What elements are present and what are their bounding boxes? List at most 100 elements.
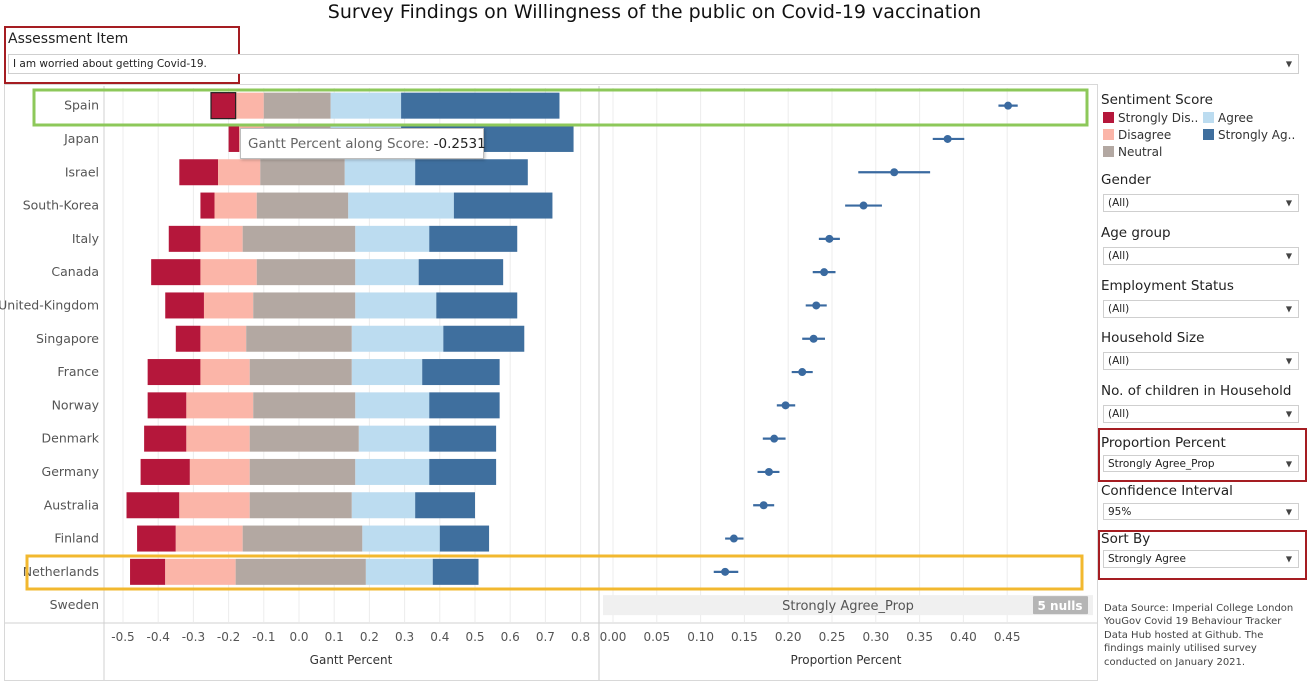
bar-segment [351,492,416,519]
bar-segment [355,292,437,319]
proportion-tick-label: 0.05 [643,630,670,644]
gantt-tick-label: 0.5 [465,630,484,644]
bar-segment [263,92,331,119]
bar-segment [179,159,219,186]
legend-label: Neutral [1118,145,1163,159]
filter-employment-label: Employment Status [1101,278,1234,294]
filter-sort-dropdown[interactable]: Strongly Agree ▼ [1103,550,1299,568]
bar-segment [348,192,454,219]
data-point [820,268,829,277]
chevron-down-icon: ▼ [1285,409,1292,419]
legend-item-disagree[interactable]: Disagree [1103,128,1171,142]
bar-segment [175,325,201,352]
filter-proportion-value: Strongly Agree_Prop [1108,457,1215,470]
chart-panel [4,84,1098,681]
data-point [770,434,779,443]
data-point [825,234,834,243]
tooltip-label: Gantt Percent along Score: [248,136,430,152]
bar-segment [429,392,500,419]
bar-segment [422,359,500,386]
gantt-tick-label: -0.1 [252,630,275,644]
legend-item-neutral[interactable]: Neutral [1103,145,1162,159]
row-label: Netherlands [23,564,99,579]
bar-segment [246,325,352,352]
row-label: South-Korea [23,198,99,213]
null-count-badge [1033,596,1088,615]
bar-segment [253,292,356,319]
filter-gender-dropdown[interactable]: (All) ▼ [1103,194,1299,212]
bar-segment [415,492,475,519]
gantt-tick-label: -0.3 [182,630,205,644]
gantt-tick-label: -0.5 [111,630,134,644]
legend-label: Disagree [1118,128,1172,142]
data-point [943,134,952,143]
gantt-tick-label: 0.0 [289,630,308,644]
filter-confidence-dropdown[interactable]: 95% ▼ [1103,503,1299,520]
bar-segment [151,259,201,286]
chevron-down-icon: ▼ [1285,198,1292,208]
legend-swatch [1103,146,1114,157]
data-point [759,501,768,510]
row-label: France [57,364,99,379]
filter-children-value: (All) [1108,408,1130,420]
bar-segment [418,259,504,286]
data-point [781,401,790,410]
tooltip-value: -0.2531 [433,136,486,152]
bar-segment [147,359,201,386]
bar-segment [186,425,250,452]
chevron-down-icon: ▼ [1285,304,1292,314]
legend-swatch [1103,112,1114,123]
bar-segment [355,259,419,286]
chart-tooltip: Gantt Percent along Score: -0.2531 [240,128,486,159]
legend-item-strongly-disagree[interactable]: Strongly Dis.. [1103,111,1198,125]
filter-employment-dropdown[interactable]: (All) ▼ [1103,300,1299,318]
chevron-down-icon: ▼ [1285,507,1292,516]
data-point [809,334,818,343]
bar-segment [130,558,166,585]
bar-segment [186,392,254,419]
filter-children-dropdown[interactable]: (All) ▼ [1103,405,1299,423]
legend-item-agree[interactable]: Agree [1203,111,1253,125]
assessment-item-value: I am worried about getting Covid-19. [13,58,207,70]
filter-sort-label: Sort By [1101,531,1151,547]
legend-swatch [1103,129,1114,140]
filter-gender-label: Gender [1101,172,1151,188]
data-point [764,467,773,476]
filter-proportion-dropdown[interactable]: Strongly Agree_Prop ▼ [1103,455,1299,472]
proportion-tick-label: 0.40 [950,630,977,644]
bar-segment [365,558,433,585]
chevron-down-icon: ▼ [1285,59,1292,69]
row-label: Finland [54,531,99,546]
bar-segment [168,225,201,252]
chevron-down-icon: ▼ [1285,554,1292,564]
proportion-tick-label: 0.45 [994,630,1021,644]
data-point [859,201,868,210]
bar-segment [175,525,243,552]
gantt-tick-label: 0.4 [430,630,449,644]
filter-gender-value: (All) [1108,197,1130,209]
bar-segment [439,525,490,552]
bar-segment [242,225,356,252]
filter-sort-value: Strongly Agree [1108,553,1186,565]
row-label: Germany [42,464,100,479]
bar-segment [165,558,236,585]
bar-segment [242,525,363,552]
filter-household-size-value: (All) [1108,355,1130,367]
bar-segment [401,92,560,119]
filter-age-group-dropdown[interactable]: (All) ▼ [1103,247,1299,265]
proportion-tick-label: 0.00 [600,630,627,644]
filter-age-group-label: Age group [1101,225,1171,241]
filter-employment-value: (All) [1108,303,1130,315]
legend-label: Agree [1218,111,1254,125]
bar-segment [189,458,250,485]
null-series-label: Strongly Agree_Prop [782,599,914,614]
legend-item-strongly-agree[interactable]: Strongly Ag.. [1203,128,1295,142]
filter-household-size-dropdown[interactable]: (All) ▼ [1103,352,1299,370]
proportion-tick-label: 0.20 [775,630,802,644]
bar-segment [235,92,264,119]
proportion-axis-title: Proportion Percent [791,653,902,667]
filter-age-group-value: (All) [1108,250,1130,262]
assessment-item-dropdown[interactable]: I am worried about getting Covid-19. ▼ [8,54,1299,74]
null-count-label: 5 nulls [1038,599,1083,613]
chart-canvas: -0.5 -0.4 -0.3 -0.2 -0.1 0.0 0.1 0.2 0.3 0.4 0.5 0.… [0,86,1097,680]
